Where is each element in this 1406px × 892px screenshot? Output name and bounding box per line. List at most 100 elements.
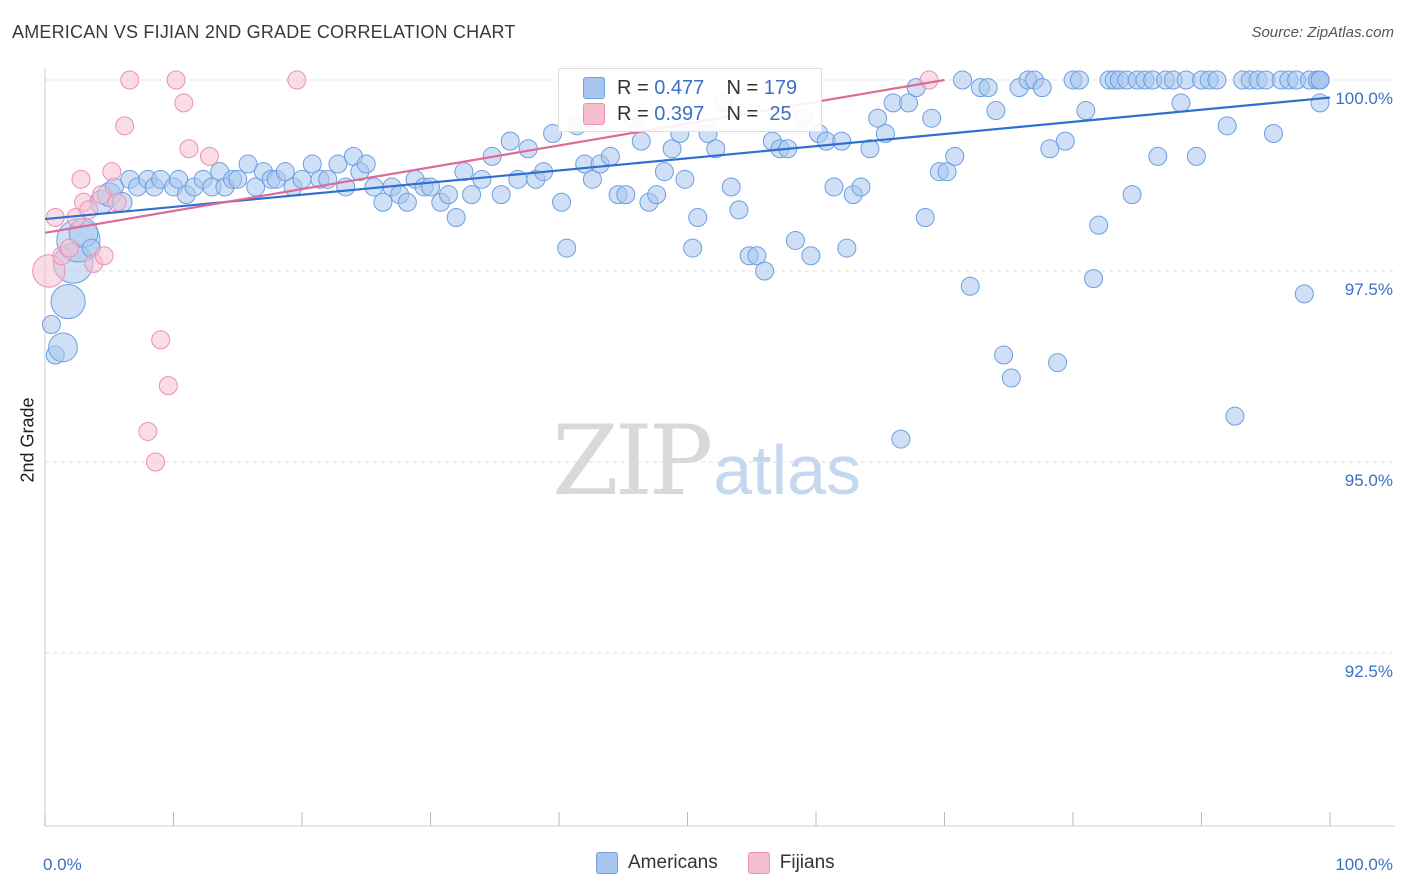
fijian-point <box>151 330 171 350</box>
x-tick-label-min: 0.0% <box>43 855 82 874</box>
source-credit: Source: ZipAtlas.com <box>1251 24 1394 41</box>
american-point <box>557 238 577 258</box>
watermark-atlas: atlas <box>713 431 862 509</box>
american-point <box>600 146 620 166</box>
americans-legend-swatch <box>596 852 618 874</box>
american-point <box>292 169 312 189</box>
fijian-point <box>158 376 178 396</box>
american-point <box>899 93 919 113</box>
american-point <box>238 154 258 174</box>
american-point <box>1310 93 1330 113</box>
american-point <box>1048 353 1068 373</box>
americans-r-value: 0.477 <box>654 76 705 99</box>
american-point <box>1040 139 1060 159</box>
watermark: ZIPatlas <box>552 405 861 517</box>
american-point <box>500 131 520 151</box>
american-point <box>356 154 376 174</box>
american-point <box>978 78 998 98</box>
american-point <box>1055 131 1075 151</box>
fijians-legend-swatch <box>747 852 770 874</box>
american-point <box>438 185 458 205</box>
y-tick-label: 92.5% <box>1345 662 1393 681</box>
american-point <box>747 246 767 266</box>
american-point <box>1069 70 1089 90</box>
american-point <box>837 238 857 258</box>
american-point <box>945 146 965 166</box>
american-point <box>491 185 511 205</box>
american-point <box>462 185 482 205</box>
american-point <box>1217 116 1237 136</box>
fijian-point <box>120 70 140 90</box>
american-point <box>654 162 674 182</box>
american-point <box>937 162 957 182</box>
fijian-point <box>138 421 158 441</box>
american-point <box>373 192 393 212</box>
american-point <box>275 162 295 182</box>
american-point <box>552 192 572 212</box>
american-point <box>662 139 682 159</box>
american-point <box>801 246 821 266</box>
american-point <box>41 314 61 334</box>
american-point <box>960 276 980 296</box>
y-axis-label: 2nd Grade <box>17 397 38 483</box>
y-tick-label: 97.5% <box>1345 280 1393 299</box>
watermark-zip: ZIP <box>552 405 713 517</box>
american-point <box>421 177 440 197</box>
american-point <box>169 169 189 189</box>
fijians-r-value: 0.397 <box>654 102 705 125</box>
legend-item-americans[interactable]: Americans <box>596 852 718 874</box>
chart-title: AMERICAN VS FIJIAN 2ND GRADE CORRELATION… <box>12 22 516 42</box>
american-point <box>729 200 749 220</box>
americans-trend-line <box>44 96 1331 221</box>
americans-legend-label: Americans <box>628 852 718 873</box>
american-point <box>891 429 911 449</box>
american-point <box>1001 368 1021 388</box>
american-point <box>50 283 86 320</box>
american-point <box>755 261 775 281</box>
fijian-point <box>174 93 194 113</box>
american-point <box>875 123 895 143</box>
legend-item-fijians[interactable]: Fijians <box>747 852 835 874</box>
american-point <box>228 169 248 189</box>
american-point <box>1076 101 1096 121</box>
fijians-swatch <box>583 103 605 125</box>
fijian-point <box>92 185 112 205</box>
x-tick-label-max: 100.0% <box>1335 855 1393 874</box>
american-point <box>922 108 942 128</box>
american-point <box>824 177 844 197</box>
american-point <box>1171 93 1191 113</box>
american-point <box>616 185 636 205</box>
american-point <box>328 154 348 174</box>
americans-n-value: 179 <box>763 76 798 99</box>
american-point <box>1310 70 1330 90</box>
american-point <box>1263 123 1283 143</box>
fijian-point <box>59 238 79 258</box>
y-tick-label: 100.0% <box>1335 89 1393 108</box>
american-point <box>675 169 695 189</box>
fijians-n-value: 25 <box>763 102 792 125</box>
fijian-point <box>102 162 122 182</box>
american-point <box>302 154 322 174</box>
american-point <box>631 131 651 151</box>
american-point <box>994 345 1014 365</box>
fijian-point <box>166 70 186 90</box>
american-point <box>1089 215 1109 235</box>
fijian-point <box>179 139 199 159</box>
american-point <box>48 332 78 363</box>
american-point <box>1148 146 1168 166</box>
fijians-n-label: N = <box>726 102 759 125</box>
fijian-point <box>115 116 135 136</box>
y-tick-label: 95.0% <box>1345 471 1393 490</box>
fijian-point <box>71 169 91 189</box>
fijian-point <box>146 452 166 472</box>
fijian-point <box>919 70 939 90</box>
american-point <box>706 139 726 159</box>
fijian-point <box>287 70 307 90</box>
american-point <box>1207 70 1227 90</box>
american-point <box>785 230 805 250</box>
fijian-point <box>199 146 219 166</box>
american-point <box>851 177 871 197</box>
american-point <box>868 108 888 128</box>
american-point <box>1186 146 1206 166</box>
